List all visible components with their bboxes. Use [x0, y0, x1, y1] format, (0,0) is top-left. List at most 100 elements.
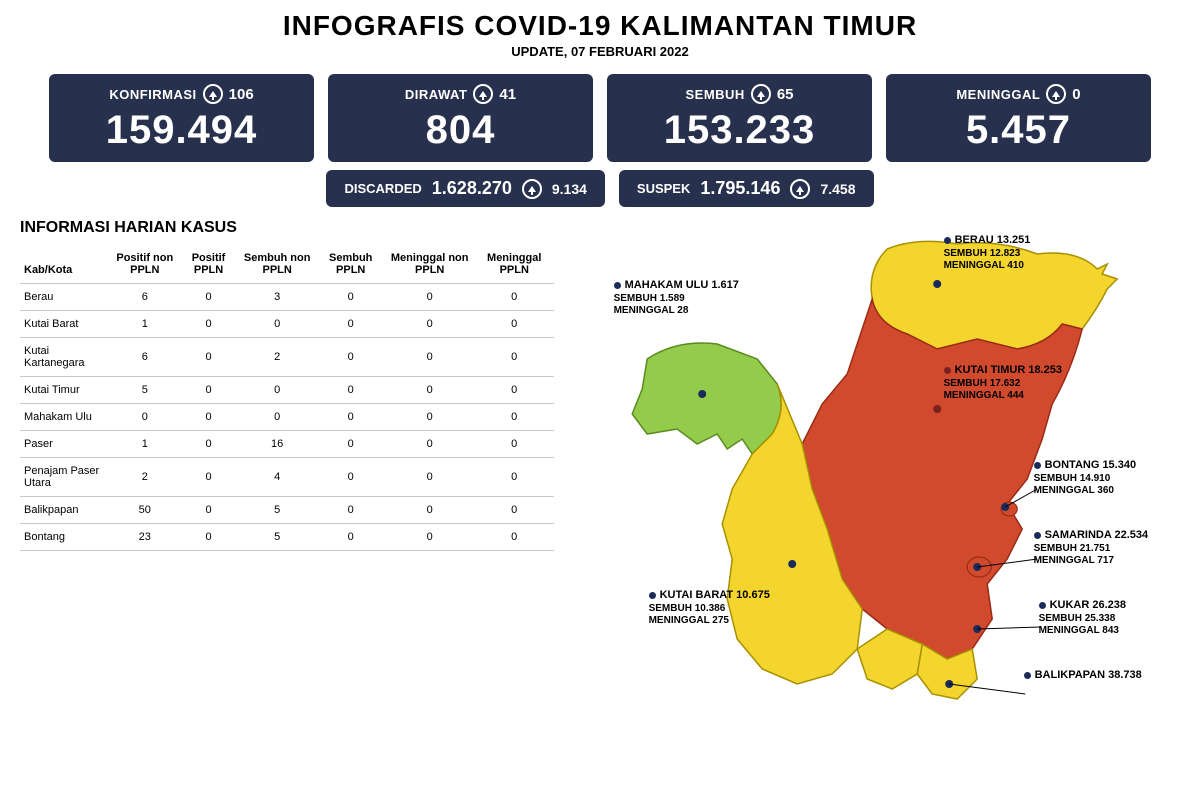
- table-region-cell: Kutai Timur: [20, 377, 110, 404]
- table-value-cell: 0: [180, 431, 238, 458]
- table-row: Balikpapan5005000: [20, 497, 554, 524]
- secondary-row: DISCARDED 1.628.270 9.134 SUSPEK 1.795.1…: [20, 170, 1180, 207]
- table-value-cell: 1: [110, 431, 180, 458]
- table-value-cell: 0: [110, 404, 180, 431]
- table-value-cell: 0: [475, 311, 554, 338]
- table-region-cell: Balikpapan: [20, 497, 110, 524]
- stat-delta: 41: [499, 86, 516, 103]
- table-value-cell: 0: [385, 377, 475, 404]
- map-region-label: SAMARINDA 22.534SEMBUH 21.751MENINGGAL 7…: [1034, 529, 1149, 568]
- sec-delta: 9.134: [552, 181, 587, 197]
- table-value-cell: 0: [475, 338, 554, 377]
- table-header-cell: Sembuh non PPLN: [237, 245, 316, 284]
- arrow-up-icon: [522, 179, 542, 199]
- stat-value: 804: [342, 110, 579, 150]
- table-value-cell: 0: [317, 524, 385, 551]
- table-header-cell: Kab/Kota: [20, 245, 110, 284]
- arrow-up-icon: [473, 84, 493, 104]
- table-value-cell: 0: [385, 524, 475, 551]
- table-region-cell: Paser: [20, 431, 110, 458]
- stat-suspek: SUSPEK 1.795.146 7.458: [619, 170, 874, 207]
- table-header-cell: Positif non PPLN: [110, 245, 180, 284]
- table-value-cell: 0: [317, 431, 385, 458]
- table-value-cell: 0: [385, 311, 475, 338]
- table-value-cell: 0: [385, 338, 475, 377]
- map-region-label: BERAU 13.251SEMBUH 12.823MENINGGAL 410: [944, 234, 1031, 273]
- table-row: Penajam Paser Utara204000: [20, 458, 554, 497]
- table-value-cell: 50: [110, 497, 180, 524]
- table-value-cell: 0: [180, 284, 238, 311]
- sec-value: 1.795.146: [700, 178, 780, 199]
- table-row: Kutai Timur500000: [20, 377, 554, 404]
- stat-konfirmasi: KONFIRMASI 106 159.494: [49, 74, 314, 162]
- table-value-cell: 0: [385, 284, 475, 311]
- table-region-cell: Bontang: [20, 524, 110, 551]
- stat-delta: 65: [777, 86, 794, 103]
- table-value-cell: 0: [180, 497, 238, 524]
- table-row: Paser1016000: [20, 431, 554, 458]
- table-value-cell: 0: [475, 431, 554, 458]
- table-value-cell: 16: [237, 431, 316, 458]
- table-value-cell: 0: [237, 311, 316, 338]
- table-value-cell: 5: [110, 377, 180, 404]
- stat-delta: 0: [1072, 86, 1080, 103]
- table-value-cell: 3: [237, 284, 316, 311]
- arrow-up-icon: [751, 84, 771, 104]
- table-region-cell: Penajam Paser Utara: [20, 458, 110, 497]
- table-header-cell: Positif PPLN: [180, 245, 238, 284]
- stat-discarded: DISCARDED 1.628.270 9.134: [326, 170, 604, 207]
- stat-value: 5.457: [900, 110, 1137, 150]
- table-value-cell: 0: [317, 284, 385, 311]
- page-title: INFOGRAFIS COVID-19 KALIMANTAN TIMUR: [0, 10, 1200, 42]
- table-value-cell: 0: [180, 377, 238, 404]
- daily-cases-table: Kab/KotaPositif non PPLNPositif PPLNSemb…: [20, 245, 554, 551]
- table-value-cell: 0: [317, 497, 385, 524]
- table-row: Bontang2305000: [20, 524, 554, 551]
- arrow-up-icon: [203, 84, 223, 104]
- table-value-cell: 2: [110, 458, 180, 497]
- stat-value: 153.233: [621, 110, 858, 150]
- stat-label: SEMBUH: [685, 87, 744, 102]
- table-value-cell: 0: [475, 404, 554, 431]
- table-value-cell: 0: [317, 377, 385, 404]
- table-value-cell: 0: [317, 458, 385, 497]
- stat-value: 159.494: [63, 110, 300, 150]
- table-value-cell: 4: [237, 458, 316, 497]
- table-row: Kutai Barat100000: [20, 311, 554, 338]
- table-value-cell: 0: [475, 524, 554, 551]
- sec-delta: 7.458: [820, 181, 855, 197]
- table-row: Kutai Kartanegara602000: [20, 338, 554, 377]
- table-value-cell: 0: [237, 404, 316, 431]
- page-subtitle: UPDATE, 07 FEBRUARI 2022: [0, 44, 1200, 59]
- table-header-cell: Meninggal non PPLN: [385, 245, 475, 284]
- stat-label: MENINGGAL: [956, 87, 1040, 102]
- daily-table-section: INFORMASI HARIAN KASUS Kab/KotaPositif n…: [20, 219, 554, 739]
- table-title: INFORMASI HARIAN KASUS: [20, 219, 554, 237]
- table-value-cell: 0: [475, 284, 554, 311]
- arrow-up-icon: [1046, 84, 1066, 104]
- stat-sembuh: SEMBUH 65 153.233: [607, 74, 872, 162]
- map-region-label: KUKAR 26.238SEMBUH 25.338MENINGGAL 843: [1039, 599, 1126, 638]
- table-value-cell: 0: [475, 377, 554, 404]
- table-value-cell: 0: [180, 338, 238, 377]
- table-value-cell: 5: [237, 497, 316, 524]
- stat-label: DIRAWAT: [405, 87, 467, 102]
- table-value-cell: 0: [385, 497, 475, 524]
- table-value-cell: 1: [110, 311, 180, 338]
- table-region-cell: Kutai Barat: [20, 311, 110, 338]
- map-region-label: KUTAI TIMUR 18.253SEMBUH 17.632MENINGGAL…: [944, 364, 1062, 403]
- stat-label: KONFIRMASI: [109, 87, 196, 102]
- table-value-cell: 0: [317, 338, 385, 377]
- stat-meninggal: MENINGGAL 0 5.457: [886, 74, 1151, 162]
- table-value-cell: 6: [110, 284, 180, 311]
- sec-value: 1.628.270: [432, 178, 512, 199]
- table-value-cell: 0: [180, 458, 238, 497]
- map-region-label: BALIKPAPAN 38.738: [1024, 669, 1142, 683]
- table-value-cell: 0: [180, 311, 238, 338]
- stat-delta: 106: [229, 86, 254, 103]
- table-value-cell: 0: [180, 524, 238, 551]
- table-row: Mahakam Ulu000000: [20, 404, 554, 431]
- table-header-cell: Meninggal PPLN: [475, 245, 554, 284]
- table-value-cell: 6: [110, 338, 180, 377]
- map-section: MAHAKAM ULU 1.617SEMBUH 1.589MENINGGAL 2…: [574, 219, 1180, 739]
